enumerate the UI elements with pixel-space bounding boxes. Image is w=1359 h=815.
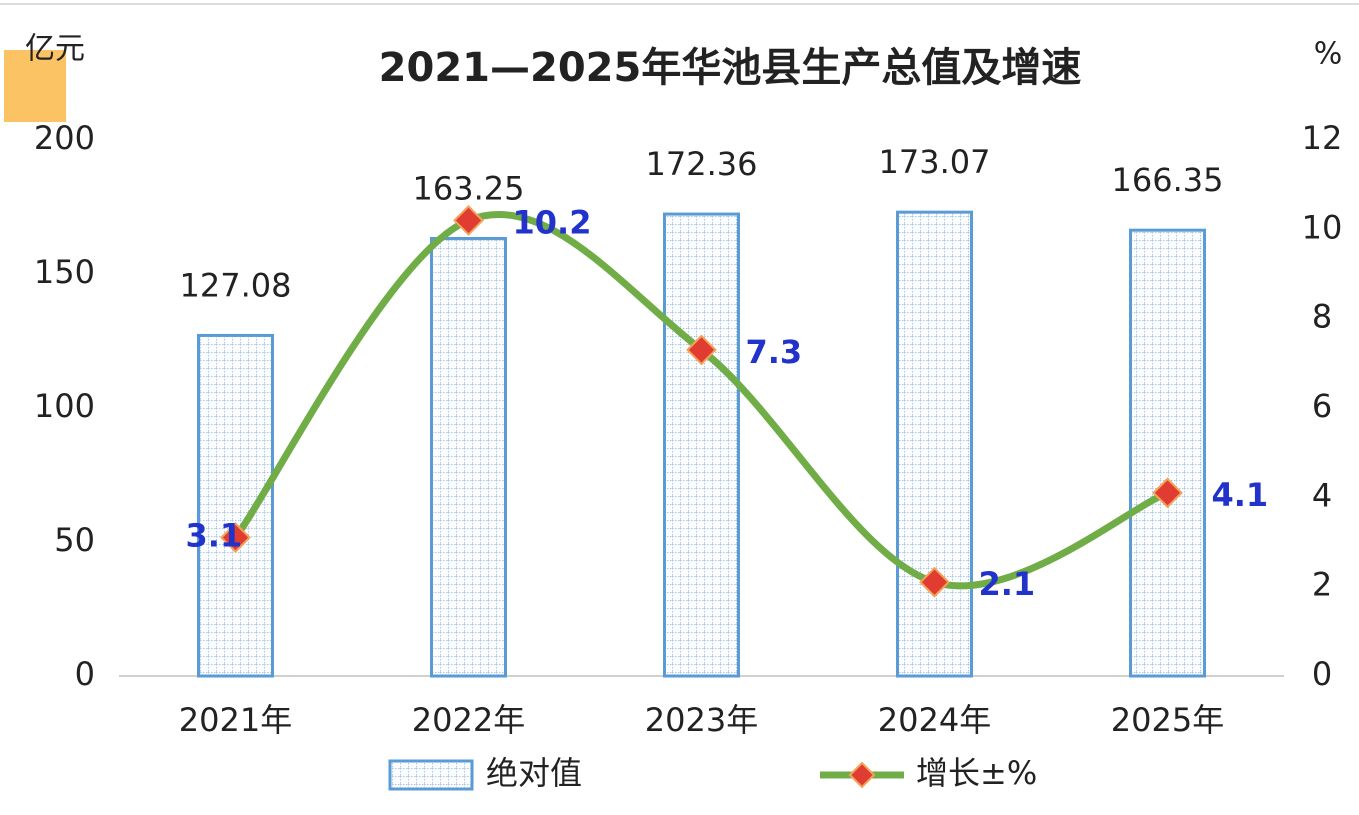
x-tick-label: 2022年 <box>412 701 525 739</box>
legend-label: 增长±% <box>916 754 1037 792</box>
line-marker <box>686 334 717 366</box>
y-tick-label: 0 <box>75 655 95 693</box>
line-marker <box>453 204 484 236</box>
y2-tick-label: 8 <box>1312 298 1332 336</box>
bar <box>430 236 507 678</box>
line-value-label: 2.1 <box>979 565 1036 603</box>
bar <box>663 212 740 678</box>
line-marker <box>919 566 950 598</box>
bar-value-label: 166.35 <box>1112 161 1224 199</box>
legend-swatch <box>848 761 876 789</box>
line-marker <box>1152 477 1183 509</box>
line-value-label: 10.2 <box>513 203 592 241</box>
x-tick-label: 2025年 <box>1111 701 1224 739</box>
x-tick-label: 2021年 <box>179 701 292 739</box>
bar <box>197 333 274 678</box>
bar <box>896 210 973 678</box>
legend-swatch <box>388 759 474 791</box>
y-axis-label: 亿元 <box>25 32 85 67</box>
line-value-label: 3.1 <box>186 517 243 555</box>
bar <box>1129 228 1206 678</box>
y-tick-label: 100 <box>34 387 95 425</box>
bar-value-label: 173.07 <box>879 143 991 181</box>
y2-tick-label: 12 <box>1302 119 1343 157</box>
line-value-label: 4.1 <box>1212 476 1269 514</box>
legend-label: 绝对值 <box>486 754 582 792</box>
y2-tick-label: 4 <box>1312 476 1332 514</box>
y-tick-label: 50 <box>54 521 95 559</box>
y2-axis-label: % <box>1314 37 1343 72</box>
line-value-label: 7.3 <box>746 333 803 371</box>
y-tick-label: 200 <box>34 119 95 157</box>
decoration <box>4 50 66 122</box>
y2-tick-label: 2 <box>1312 566 1332 604</box>
y2-tick-label: 0 <box>1312 655 1332 693</box>
bar-value-label: 127.08 <box>180 266 292 304</box>
chart-title: 2021—2025年华池县生产总值及增速 <box>379 45 1082 91</box>
y2-tick-label: 10 <box>1302 208 1343 246</box>
x-tick-label: 2023年 <box>645 701 758 739</box>
line-marker <box>220 522 251 553</box>
bar-value-label: 163.25 <box>413 169 525 207</box>
y2-tick-label: 6 <box>1312 387 1332 425</box>
y-tick-label: 150 <box>34 253 95 291</box>
bar-value-label: 172.36 <box>646 145 758 183</box>
x-tick-label: 2024年 <box>878 701 991 739</box>
